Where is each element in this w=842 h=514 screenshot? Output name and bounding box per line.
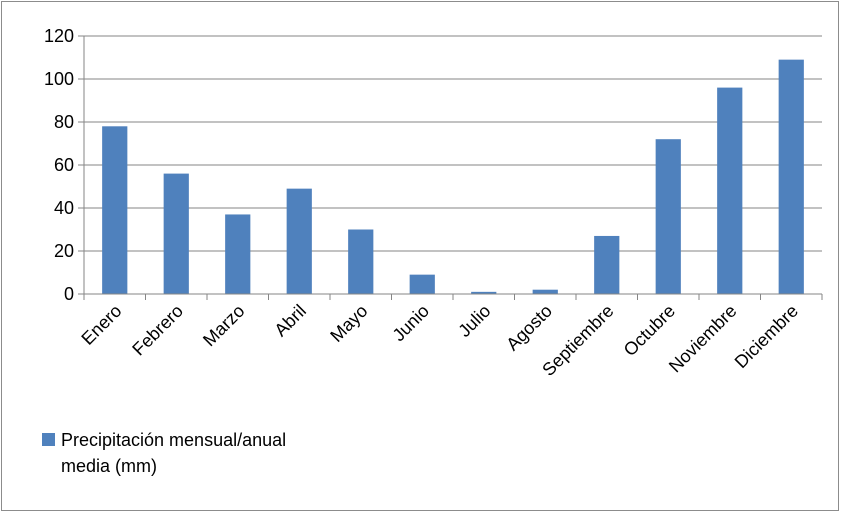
x-tick-label: Julio [454,301,494,341]
bars [102,59,804,295]
x-tick-label: Diciembre [731,301,802,372]
bar-abril [286,188,312,294]
bar-enero [102,126,128,294]
x-tick-label: Enero [77,301,125,349]
x-tick-label: Febrero [128,301,187,360]
bar-julio [471,291,497,294]
x-tick-label: Mayo [326,301,371,346]
bar-mayo [348,229,374,294]
y-tick-label: 40 [54,198,74,218]
y-tick-label: 80 [54,112,74,132]
x-tick-label: Octubre [620,301,679,360]
bar-agosto [532,289,558,294]
y-tick-label: 20 [54,241,74,261]
bar-junio [409,274,435,294]
bar-febrero [163,173,189,294]
bar-diciembre [778,59,804,295]
bar-noviembre [717,87,743,294]
gridlines [78,35,822,295]
legend: Precipitación mensual/anual media (mm) [42,427,301,479]
legend-label: Precipitación mensual/anual media (mm) [61,430,287,476]
y-tick-label: 60 [54,155,74,175]
x-tick-label: Marzo [199,301,249,351]
legend-swatch [42,433,55,446]
bar-octubre [655,139,681,294]
y-tick-label: 120 [44,26,74,46]
x-tick-label: Abril [270,301,310,341]
bar-marzo [225,214,251,294]
bar-septiembre [594,235,620,294]
x-tick-label: Agosto [502,301,556,355]
x-tick-label: Junio [389,301,434,346]
y-tick-labels: 0 20 40 60 80 100 120 [44,26,74,304]
axes [83,36,823,300]
y-tick-label: 100 [44,69,74,89]
x-tick-labels: Enero Febrero Marzo Abril Mayo Junio Julio Agos… [77,301,802,380]
y-tick-label: 0 [64,284,74,304]
